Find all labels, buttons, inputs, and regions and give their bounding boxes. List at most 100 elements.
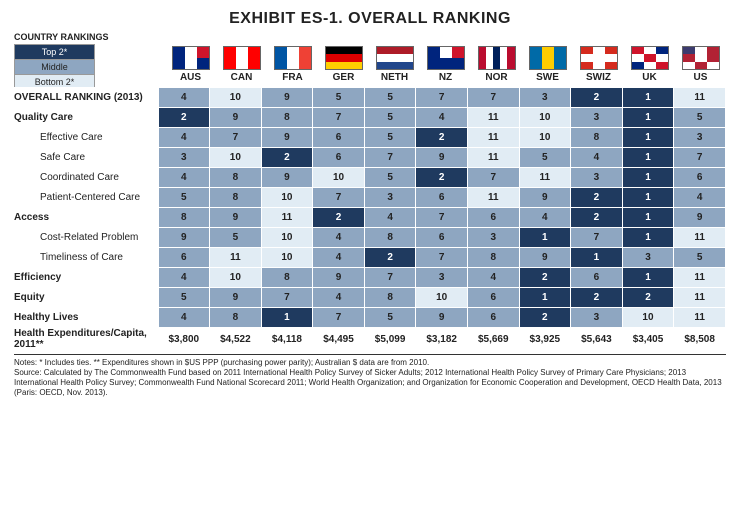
rank-cell: 2: [571, 208, 623, 228]
rank-cell: 6: [467, 208, 519, 228]
rank-cell: 7: [416, 208, 468, 228]
rank-cell: 7: [416, 88, 468, 108]
rank-cell: 5: [364, 128, 416, 148]
row-label: Patient-Centered Care: [14, 188, 158, 208]
rank-cell: 7: [313, 108, 365, 128]
footnotes: Notes: * Includes ties. ** Expenditures …: [14, 354, 726, 398]
rank-cell: 5: [313, 88, 365, 108]
rank-cell: 7: [364, 148, 416, 168]
rank-cell: 8: [158, 208, 210, 228]
rank-cell: 9: [519, 248, 571, 268]
table-row: Quality Care2987541110315: [14, 108, 726, 128]
rank-cell: 6: [674, 168, 726, 188]
rank-cell: 1: [622, 208, 674, 228]
rank-cell: 7: [210, 128, 262, 148]
rank-cell: 2: [158, 108, 210, 128]
flag-nz: [420, 46, 471, 72]
rank-cell: 5: [158, 188, 210, 208]
rank-cell: 10: [261, 248, 313, 268]
rank-cell: 2: [364, 248, 416, 268]
rank-cell: 2: [571, 188, 623, 208]
rank-cell: 11: [467, 128, 519, 148]
rank-cell: 1: [622, 148, 674, 168]
rank-cell: 5: [364, 308, 416, 328]
flag-ger: [318, 46, 369, 72]
rank-cell: 7: [571, 228, 623, 248]
flag-neth: [369, 46, 420, 72]
exhibit-title: EXHIBIT ES-1. OVERALL RANKING: [14, 10, 726, 28]
rank-cell: 1: [622, 128, 674, 148]
rank-cell: 10: [416, 288, 468, 308]
flag-can: [216, 46, 267, 72]
row-label: Timeliness of Care: [14, 248, 158, 268]
rank-cell: 6: [416, 228, 468, 248]
rank-cell: 9: [261, 128, 313, 148]
rank-cell: 11: [210, 248, 262, 268]
flag-swiz: [573, 46, 624, 72]
expenditure-cell: $5,099: [364, 328, 416, 351]
legend-heading: COUNTRY RANKINGS: [14, 32, 726, 42]
row-label: Coordinated Care: [14, 168, 158, 188]
rank-cell: 4: [416, 108, 468, 128]
rank-cell: 5: [364, 88, 416, 108]
row-label: Quality Care: [14, 108, 158, 128]
rank-cell: 5: [210, 228, 262, 248]
rank-cell: 3: [622, 248, 674, 268]
rank-cell: 7: [467, 168, 519, 188]
table-row: Timeliness of Care6111042789135: [14, 248, 726, 268]
flag-uk: [624, 46, 675, 72]
table-row: OVERALL RANKING (2013)4109557732111: [14, 88, 726, 108]
country-code: NETH: [369, 72, 420, 83]
footnote-line: Notes: * Includes ties. ** Expenditures …: [14, 358, 726, 368]
table-row: Efficiency4108973426111: [14, 268, 726, 288]
rank-cell: 11: [467, 108, 519, 128]
rank-cell: 5: [158, 288, 210, 308]
expenditure-cell: $3,800: [158, 328, 210, 351]
rank-cell: 6: [467, 308, 519, 328]
rank-cell: 7: [364, 268, 416, 288]
country-codes-row: AUSCANFRAGERNETHNZNORSWESWIZUKUS: [14, 72, 726, 83]
rank-cell: 10: [622, 308, 674, 328]
rank-cell: 9: [519, 188, 571, 208]
rank-cell: 10: [519, 108, 571, 128]
rank-cell: 2: [571, 288, 623, 308]
rank-cell: 1: [261, 308, 313, 328]
expenditure-cell: $5,643: [571, 328, 623, 351]
rank-cell: 1: [622, 168, 674, 188]
rank-cell: 4: [571, 148, 623, 168]
rank-cell: 1: [571, 248, 623, 268]
rank-cell: 11: [674, 288, 726, 308]
rank-cell: 9: [210, 288, 262, 308]
rank-cell: 4: [313, 248, 365, 268]
table-row: Safe Care3102679115417: [14, 148, 726, 168]
rank-cell: 11: [674, 88, 726, 108]
rank-cell: 10: [210, 88, 262, 108]
rank-cell: 7: [416, 248, 468, 268]
table-row: Access891124764219: [14, 208, 726, 228]
rank-cell: 4: [158, 308, 210, 328]
country-code: NOR: [471, 72, 522, 83]
rank-cell: 11: [674, 268, 726, 288]
expenditure-cell: $5,669: [467, 328, 519, 351]
rank-cell: 6: [416, 188, 468, 208]
ranking-table: OVERALL RANKING (2013)4109557732111Quali…: [14, 87, 726, 350]
country-code: US: [675, 72, 726, 83]
country-code: SWIZ: [573, 72, 624, 83]
expenditure-cell: $8,508: [674, 328, 726, 351]
rank-cell: 8: [261, 268, 313, 288]
rank-cell: 1: [519, 288, 571, 308]
row-label: Health Expenditures/Capita, 2011**: [14, 328, 158, 351]
rank-cell: 6: [313, 148, 365, 168]
rank-cell: 5: [519, 148, 571, 168]
rank-cell: 8: [210, 168, 262, 188]
rank-cell: 2: [416, 168, 468, 188]
rank-cell: 3: [364, 188, 416, 208]
rank-cell: 6: [467, 288, 519, 308]
rank-cell: 6: [158, 248, 210, 268]
rank-cell: 8: [364, 288, 416, 308]
rank-cell: 3: [674, 128, 726, 148]
rank-cell: 3: [571, 308, 623, 328]
ranking-tbody: OVERALL RANKING (2013)4109557732111Quali…: [14, 88, 726, 351]
rank-cell: 4: [158, 168, 210, 188]
rank-cell: 5: [674, 248, 726, 268]
